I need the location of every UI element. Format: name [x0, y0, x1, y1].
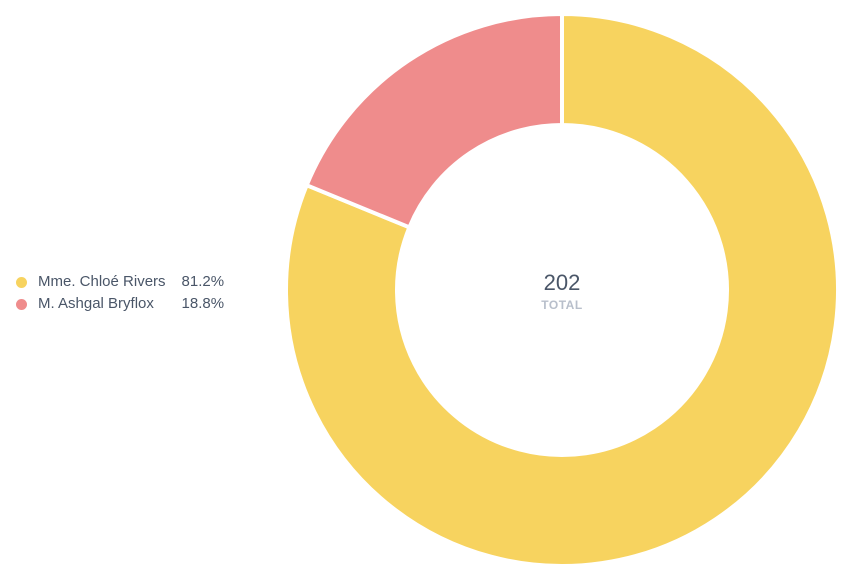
- donut-slice-1[interactable]: [304, 12, 564, 230]
- legend-label-ashgal-bryflox: M. Ashgal Bryflox: [38, 295, 154, 312]
- legend-percent-chloe-rivers: 81.2%: [181, 273, 225, 290]
- total-value: 202: [543, 270, 581, 295]
- total-label: TOTAL: [541, 298, 583, 312]
- legend-percent-ashgal-bryflox: 18.8%: [181, 295, 225, 312]
- chart-legend: Mme. Chloé Rivers 81.2% M. Ashgal Bryflo…: [16, 272, 224, 314]
- legend-swatch-chloe-rivers: [16, 276, 27, 288]
- donut-slice-0[interactable]: [284, 12, 840, 568]
- legend-swatch-ashgal-bryflox: [16, 298, 27, 310]
- legend-label-chloe-rivers: Mme. Chloé Rivers: [38, 273, 166, 290]
